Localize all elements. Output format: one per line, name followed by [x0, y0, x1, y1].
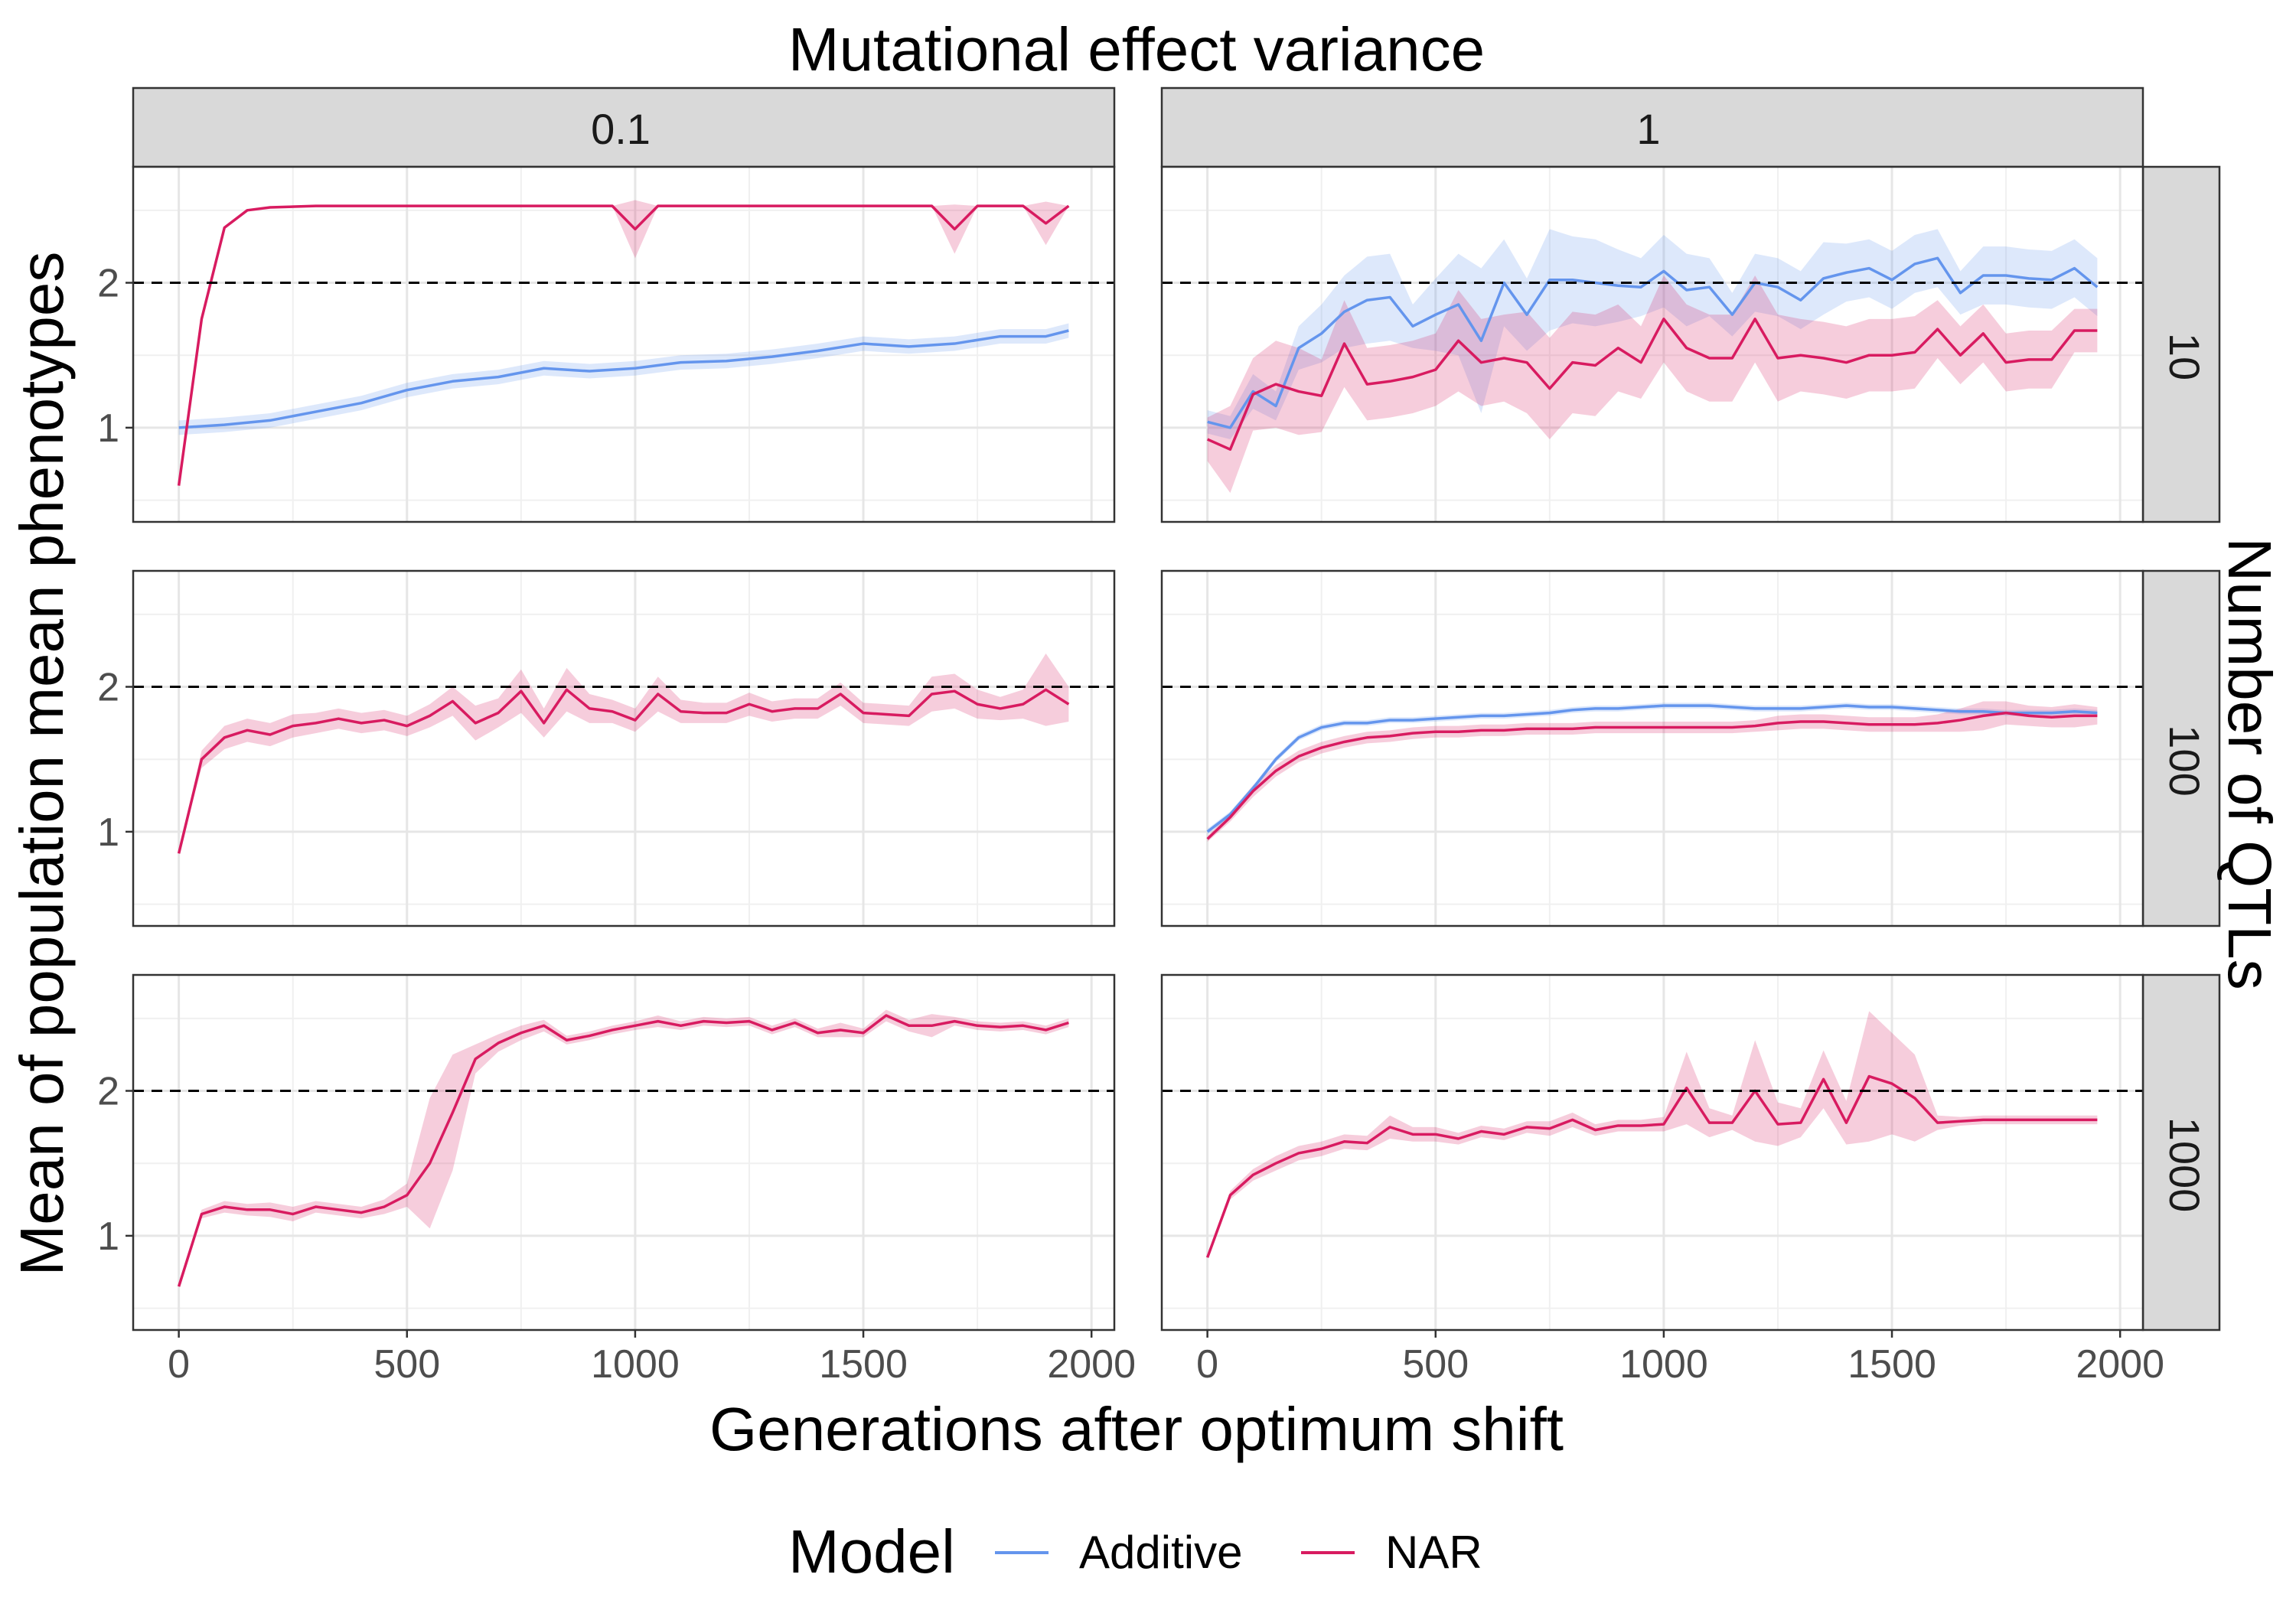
panel-0.1-10: 12 [97, 165, 1116, 523]
ribbon-nar [1207, 1011, 2098, 1258]
legend-label-nar: NAR [1385, 1527, 1482, 1578]
row-strip-100 [2141, 569, 2221, 927]
row-strip-label-10: 10 [2161, 333, 2209, 380]
series-line-nar [1206, 318, 2098, 451]
x-tick-label: 500 [373, 1342, 440, 1387]
x-tick-label: 2000 [2076, 1342, 2164, 1387]
series-line-nar [177, 204, 1070, 486]
panel-0.1-100-background [133, 571, 1114, 926]
ribbon-nar [1207, 275, 2098, 494]
panel-0.1-10-border [132, 165, 1116, 523]
panel-0.1-1000-background [133, 975, 1114, 1330]
panel-1-100 [1160, 569, 2144, 927]
y-tick-label: 1 [97, 1214, 119, 1259]
col-strip-1 [1160, 86, 2144, 168]
panel-1-10-background [1162, 167, 2143, 522]
ribbon-nar [178, 653, 1069, 854]
row-strip-1000 [2141, 973, 2221, 1332]
x-tick-label: 500 [1402, 1342, 1469, 1387]
right-facet-title: Number of QTLs [2216, 537, 2284, 989]
x-tick-label: 1500 [1848, 1342, 1936, 1387]
panel-1-10 [1160, 165, 2144, 523]
ribbon-nar [1207, 701, 2098, 843]
series-line-nar [1205, 1074, 2098, 1258]
series-line-nar [177, 1014, 1069, 1287]
top-facet-title: Mutational effect variance [788, 15, 1485, 83]
panel-1-1000-background [1162, 975, 2143, 1330]
ribbon-additive [178, 323, 1069, 435]
y-tick-label: 1 [97, 810, 119, 855]
col-strip-label-1: 1 [1636, 105, 1660, 153]
x-tick-label: 0 [168, 1342, 190, 1387]
series-line-additive [1207, 256, 2099, 429]
y-tick-label: 2 [97, 262, 119, 306]
series-line-additive [178, 329, 1069, 429]
x-tick-label: 0 [1196, 1342, 1218, 1387]
x-axis-title: Generations after optimum shift [709, 1395, 1564, 1463]
panel-1-1000-border [1160, 973, 2144, 1332]
row-strip-10 [2141, 165, 2221, 523]
y-tick-label: 2 [97, 1070, 119, 1114]
y-axis-title: Mean of population mean phenotypes [8, 252, 76, 1276]
ribbon-additive [1207, 229, 2098, 440]
panel-0.1-1000: 1 2 0 500 1000 1500 2000 [97, 973, 1136, 1387]
row-strip-label-100: 100 [2161, 725, 2209, 796]
legend: Model Additive NAR [788, 1517, 1482, 1586]
x-tick-label: 1000 [591, 1342, 680, 1387]
x-tick-label: 2000 [1047, 1342, 1136, 1387]
x-tick-label: 1000 [1619, 1342, 1708, 1387]
panel-1-100-background [1162, 571, 2143, 926]
panel-1-1000: 0 500 1000 1500 2000 [1160, 973, 2164, 1387]
panel-0.1-100-border [132, 569, 1116, 927]
panel-0.1-1000-border [132, 973, 1116, 1332]
series-line-nar [1206, 711, 2098, 840]
y-tick-label: 1 [97, 406, 119, 451]
legend-label-additive: Additive [1079, 1527, 1242, 1578]
panel-0.1-100: 12 [97, 569, 1116, 927]
panel-1-10-border [1160, 165, 2144, 523]
col-strip-label-0.1: 0.1 [591, 105, 651, 153]
series-line-nar [177, 688, 1070, 854]
y-tick-label: 2 [97, 666, 119, 710]
col-strip-0.1 [132, 86, 1116, 168]
row-strip-label-1000: 1000 [2161, 1117, 2209, 1213]
series-line-additive [1206, 704, 2098, 833]
x-tick-label: 1500 [819, 1342, 908, 1387]
legend-title: Model [788, 1517, 955, 1586]
panel-1-100-border [1160, 569, 2144, 927]
